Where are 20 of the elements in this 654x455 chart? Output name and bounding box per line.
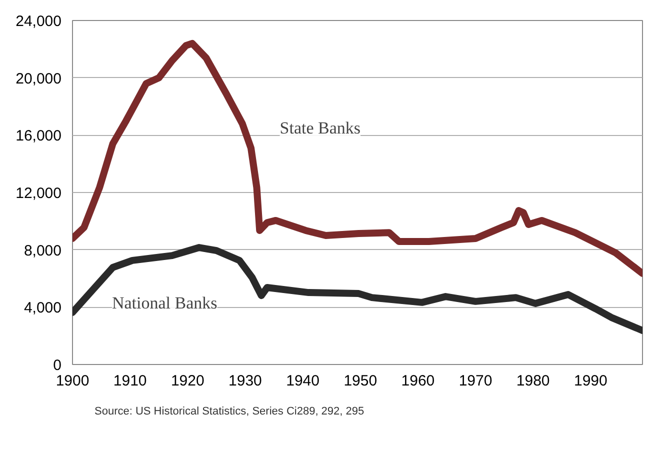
y-tick-label: 4,000 — [24, 300, 62, 317]
x-tick-label: 1950 — [344, 372, 378, 390]
x-tick-label: 1900 — [56, 372, 90, 390]
source-note: Source: US Historical Statistics, Series Ci289, 292, 295 — [94, 406, 364, 418]
x-tick-label: 1990 — [574, 372, 608, 390]
x-tick-label: 1960 — [401, 372, 435, 390]
y-tick-label: 20,000 — [16, 70, 62, 88]
series-label: National Banks — [112, 293, 218, 312]
y-tick-label: 8,000 — [24, 242, 62, 260]
x-tick-label: 1920 — [170, 372, 204, 390]
x-tick-label: 1930 — [228, 372, 262, 390]
x-tick-label: 1980 — [516, 372, 550, 390]
series-label: State Banks — [280, 118, 361, 138]
y-tick-label: 16,000 — [16, 128, 62, 145]
x-tick-label: 1970 — [458, 372, 492, 390]
x-tick-label: 1940 — [286, 372, 320, 390]
x-tick-label: 1910 — [113, 372, 147, 390]
y-tick-label: 24,000 — [16, 13, 62, 30]
y-tick-label: 0 — [53, 357, 62, 374]
y-tick-label: 12,000 — [16, 185, 62, 202]
